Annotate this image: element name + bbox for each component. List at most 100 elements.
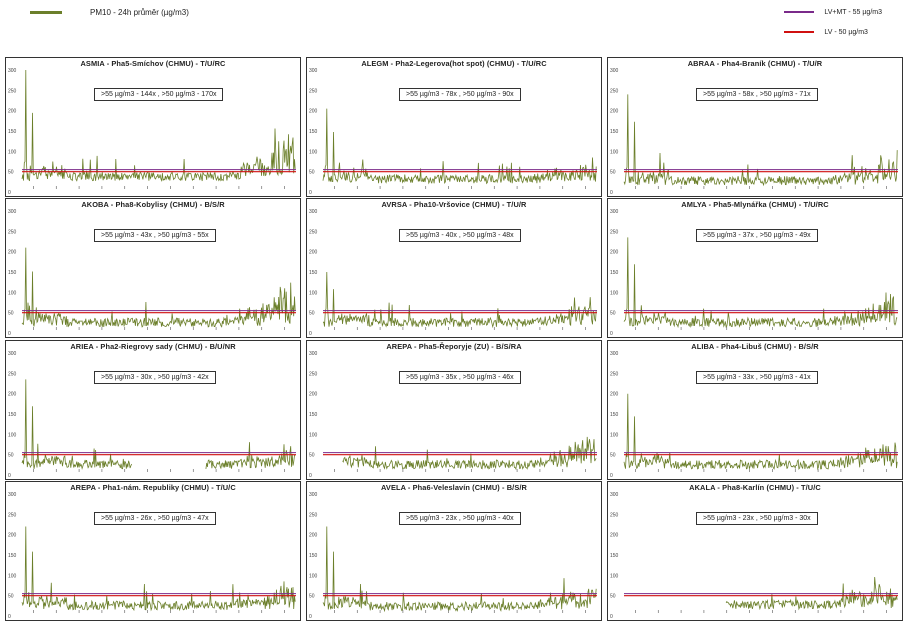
chart-panel: AVRSA - Pha10-Vršovice (CHMU) - T/U/R 0 50…	[306, 198, 602, 338]
legend-limit-mt-swatch	[784, 11, 815, 13]
y-tick-label: 100	[610, 149, 619, 155]
exceedance-summary: >55 µg/m3 - 37x , >50 µg/m3 - 49x	[696, 229, 818, 242]
legend-series: PM10 - 24h průměr (µg/m3)	[30, 8, 189, 17]
y-tick-label: 200	[309, 392, 318, 398]
y-tick-label: 250	[309, 229, 318, 235]
y-tick-label: 150	[309, 412, 318, 418]
y-tick-label: 200	[610, 109, 619, 115]
y-tick-label: 150	[8, 412, 17, 418]
y-tick-label: 100	[8, 149, 17, 155]
y-tick-label: 200	[309, 109, 318, 115]
chart-panel: AMLYA - Pha5-Mlynářka (CHMU) - T/U/RC 0 50…	[607, 198, 903, 338]
y-tick-label: 250	[610, 512, 619, 518]
y-tick-label: 0	[8, 190, 11, 196]
y-tick-label: 200	[8, 533, 17, 539]
y-tick-label: 200	[309, 533, 318, 539]
y-tick-label: 250	[8, 229, 17, 235]
y-tick-label: 0	[610, 473, 613, 479]
y-tick-label: 150	[8, 270, 17, 276]
y-tick-label: 100	[309, 432, 318, 438]
y-tick-label: 0	[610, 614, 613, 620]
legend-limits: LV+MT - 55 µg/m3 LV - 50 µg/m3	[784, 2, 882, 42]
chart-title: ARIEA - Pha2-Riegrovy sady (CHMU) - B/U/…	[70, 342, 236, 351]
chart-title: ALEGM - Pha2-Legerova(hot spot) (CHMU) -…	[361, 59, 547, 68]
y-tick-label: 200	[610, 533, 619, 539]
y-tick-label: 50	[8, 311, 14, 317]
legend-series-label: PM10 - 24h průměr (µg/m3)	[90, 8, 189, 17]
y-tick-label: 100	[309, 290, 318, 296]
chart-plot: 0 50 100 150 200 250 300	[610, 68, 898, 196]
y-tick-label: 0	[8, 473, 11, 479]
legend-limit-lv-swatch	[784, 31, 815, 33]
exceedance-summary: >55 µg/m3 - 40x , >50 µg/m3 - 48x	[399, 229, 521, 242]
y-tick-label: 50	[8, 170, 14, 176]
exceedance-summary: >55 µg/m3 - 144x , >50 µg/m3 - 170x	[94, 88, 224, 101]
exceedance-summary: >55 µg/m3 - 23x , >50 µg/m3 - 40x	[399, 512, 521, 525]
exceedance-summary: >55 µg/m3 - 58x , >50 µg/m3 - 71x	[696, 88, 818, 101]
exceedance-summary: >55 µg/m3 - 35x , >50 µg/m3 - 46x	[399, 371, 521, 384]
chart-panel: ABRAA - Pha4-Braník (CHMU) - T/U/R 0 50 100…	[607, 57, 903, 197]
y-tick-label: 50	[309, 453, 315, 459]
y-tick-label: 100	[610, 290, 619, 296]
chart-panel: AKALA - Pha8-Karlín (CHMU) - T/U/C 0 50 100…	[607, 481, 903, 621]
chart-plot: 0 50 100 150 200 250 300	[8, 351, 296, 479]
chart-title: AVRSA - Pha10-Vršovice (CHMU) - T/U/R	[381, 200, 527, 209]
chart-panel: AKOBA - Pha8-Kobylisy (CHMU) - B/S/R 0 50 1…	[5, 198, 301, 338]
chart-title: AREPA - Pha1-nám. Republiky (CHMU) - T/U…	[70, 483, 236, 492]
y-tick-label: 300	[8, 492, 17, 498]
y-tick-label: 0	[309, 331, 312, 337]
chart-panel: ASMIA - Pha5-Smíchov (CHMU) - T/U/RC 0 50 1…	[5, 57, 301, 197]
y-tick-label: 150	[309, 129, 318, 135]
y-tick-label: 50	[610, 170, 616, 176]
y-tick-label: 300	[610, 68, 619, 74]
chart-plot: 0 50 100 150 200 250 300	[610, 351, 898, 479]
legend-limit-lv: LV - 50 µg/m3	[784, 22, 882, 42]
y-tick-label: 300	[309, 351, 318, 357]
chart-plot: 0 50 100 150 200 250 300	[610, 209, 898, 337]
chart-panel: AREPA - Pha5-Řeporyje (ZU) - B/S/RA 0 50 10…	[306, 340, 602, 480]
y-tick-label: 300	[8, 209, 17, 215]
chart-title: AKOBA - Pha8-Kobylisy (CHMU) - B/S/R	[81, 200, 225, 209]
pm10-series-line	[623, 393, 898, 471]
y-tick-label: 150	[8, 553, 17, 559]
chart-panel: ARIEA - Pha2-Riegrovy sady (CHMU) - B/U/…	[5, 340, 301, 480]
y-tick-label: 50	[309, 594, 315, 600]
y-tick-label: 250	[610, 371, 619, 377]
pm10-series-line	[21, 526, 296, 612]
pm10-series-line	[21, 247, 296, 328]
chart-panel: ALIBA - Pha4-Libuš (CHMU) - B/S/R 0 50 100 1…	[607, 340, 903, 480]
pm10-series-line	[623, 94, 898, 187]
y-tick-label: 300	[309, 209, 318, 215]
exceedance-summary: >55 µg/m3 - 26x , >50 µg/m3 - 47x	[94, 512, 216, 525]
y-tick-label: 250	[610, 88, 619, 94]
y-tick-label: 250	[8, 371, 17, 377]
y-tick-label: 50	[8, 594, 14, 600]
chart-plot: 0 50 100 150 200 250 300	[309, 492, 597, 620]
chart-title: AMLYA - Pha5-Mlynářka (CHMU) - T/U/RC	[681, 200, 829, 209]
legend-series-swatch	[30, 11, 62, 14]
y-tick-label: 200	[309, 250, 318, 256]
y-tick-label: 300	[8, 68, 17, 74]
y-tick-label: 0	[8, 614, 11, 620]
chart-panel: AREPA - Pha1-nám. Republiky (CHMU) - T/U…	[5, 481, 301, 621]
y-tick-label: 100	[8, 573, 17, 579]
chart-title: AREPA - Pha5-Řeporyje (ZU) - B/S/RA	[386, 342, 522, 351]
y-tick-label: 250	[309, 88, 318, 94]
y-tick-label: 250	[610, 229, 619, 235]
y-tick-label: 200	[8, 392, 17, 398]
y-tick-label: 200	[610, 250, 619, 256]
y-tick-label: 150	[610, 553, 619, 559]
y-tick-label: 50	[8, 453, 14, 459]
y-tick-label: 300	[610, 351, 619, 357]
y-tick-label: 150	[8, 129, 17, 135]
y-tick-label: 300	[610, 209, 619, 215]
exceedance-summary: >55 µg/m3 - 33x , >50 µg/m3 - 41x	[696, 371, 818, 384]
y-tick-label: 250	[8, 512, 17, 518]
chart-plot: 0 50 100 150 200 250 300	[309, 351, 597, 479]
y-tick-label: 150	[610, 412, 619, 418]
chart-title: ABRAA - Pha4-Braník (CHMU) - T/U/R	[687, 59, 823, 68]
y-tick-label: 0	[309, 190, 312, 196]
chart-plot: 0 50 100 150 200 250 300	[610, 492, 898, 620]
y-tick-label: 300	[309, 68, 318, 74]
y-tick-label: 0	[8, 331, 11, 337]
